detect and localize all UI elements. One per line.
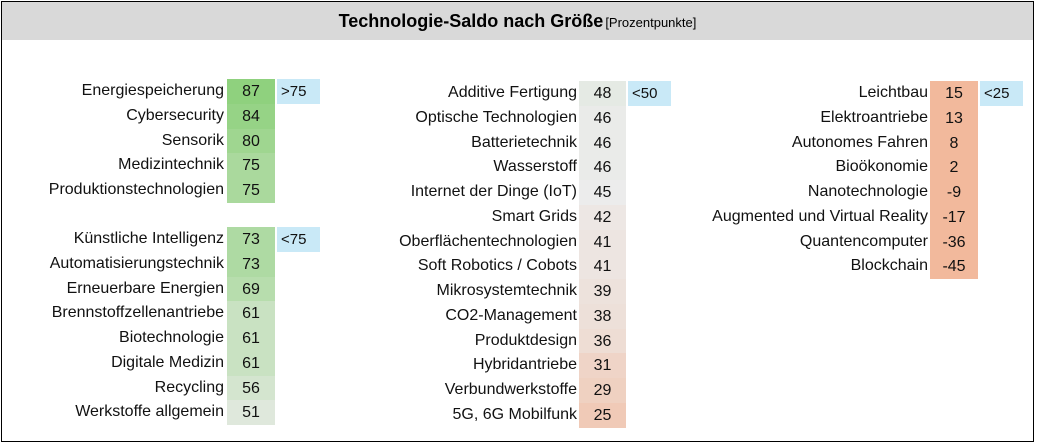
technology-label: Produktionstechnologien bbox=[48, 181, 224, 198]
technology-label: Mikrosystemtechnik bbox=[436, 282, 577, 299]
saldo-value-cell: 73 bbox=[227, 227, 275, 252]
saldo-value-cell: 46 bbox=[579, 155, 626, 181]
threshold-badge: <25 bbox=[980, 81, 1023, 106]
saldo-value-cell: 61 bbox=[227, 301, 275, 327]
chart-title: Technologie-Saldo nach Größe bbox=[338, 10, 604, 31]
technology-label: Bioökonomie bbox=[835, 158, 929, 176]
saldo-value-cell: 46 bbox=[579, 130, 626, 156]
saldo-value-cell: 84 bbox=[227, 103, 275, 129]
technology-label: Soft Robotics / Cobots bbox=[417, 257, 577, 275]
saldo-value-cell: 48 bbox=[579, 81, 626, 106]
technology-label: Verbundwerkstoffe bbox=[444, 381, 577, 398]
technology-label: Brennstoffzellenantriebe bbox=[51, 304, 224, 322]
technology-label: Smart Grids bbox=[491, 207, 577, 225]
technology-label: Automatisierungstechnik bbox=[49, 254, 224, 272]
technology-label: Produktdesign bbox=[474, 331, 577, 349]
technology-label: Recycling bbox=[154, 378, 224, 396]
technology-label: Biotechnologie bbox=[119, 329, 224, 346]
saldo-value-cell: 2 bbox=[930, 155, 978, 181]
saldo-value-cell: 51 bbox=[227, 400, 275, 426]
saldo-value-cell: 41 bbox=[579, 229, 626, 255]
saldo-value-cell: 13 bbox=[930, 105, 978, 131]
saldo-value-cell: 56 bbox=[227, 375, 275, 401]
technology-label: Optische Technologien bbox=[415, 108, 577, 126]
saldo-value-cell: 61 bbox=[227, 326, 275, 351]
technology-label: Augmented und Virtual Reality bbox=[712, 207, 928, 225]
technology-label: Sensorik bbox=[161, 131, 224, 149]
saldo-value-cell: 69 bbox=[227, 276, 275, 302]
technology-label: Autonomes Fahren bbox=[791, 133, 928, 151]
saldo-value-cell: -17 bbox=[930, 204, 978, 230]
technology-label: Hybridantriebe bbox=[472, 356, 577, 374]
technology-label: Künstliche Intelligenz bbox=[73, 230, 224, 247]
saldo-value-cell: 36 bbox=[579, 328, 626, 354]
saldo-value-cell: 31 bbox=[579, 353, 626, 379]
chart-header: Technologie-Saldo nach Größe [Prozentpun… bbox=[2, 2, 1033, 40]
threshold-badge: <75 bbox=[277, 227, 320, 252]
technology-label: Batterietechnik bbox=[471, 133, 577, 151]
saldo-value-cell: 75 bbox=[227, 178, 275, 203]
saldo-value-cell: 80 bbox=[227, 128, 275, 154]
technology-label: Internet der Dinge (IoT) bbox=[410, 183, 577, 200]
technology-label: Oberflächentechnologien bbox=[399, 232, 577, 250]
technology-label: Additive Fertigung bbox=[448, 84, 577, 101]
saldo-value-cell: 61 bbox=[227, 350, 275, 376]
saldo-value-cell: 38 bbox=[579, 303, 626, 329]
saldo-value-cell: 15 bbox=[930, 81, 978, 106]
technology-label: Blockchain bbox=[850, 257, 928, 275]
technology-label: Medizintechnik bbox=[118, 156, 224, 174]
threshold-badge: <50 bbox=[628, 81, 671, 106]
saldo-value-cell: 87 bbox=[227, 79, 275, 104]
technology-label: Erneuerbare Energien bbox=[66, 279, 224, 297]
technology-label: Nanotechnologie bbox=[807, 183, 928, 200]
saldo-value-cell: -45 bbox=[930, 254, 978, 280]
saldo-value-cell: 41 bbox=[579, 254, 626, 280]
technology-label: 5G, 6G Mobilfunk bbox=[452, 405, 578, 423]
threshold-badge: >75 bbox=[277, 79, 320, 104]
saldo-value-cell: 29 bbox=[579, 378, 626, 403]
saldo-value-cell: 73 bbox=[227, 251, 275, 277]
saldo-value-cell: 46 bbox=[579, 105, 626, 131]
technology-label: Elektroantriebe bbox=[820, 108, 928, 126]
saldo-value-cell: 42 bbox=[579, 204, 626, 230]
technology-label: Quantencomputer bbox=[799, 232, 928, 250]
saldo-value-cell: -36 bbox=[930, 229, 978, 255]
saldo-value-cell: 39 bbox=[579, 279, 626, 304]
saldo-value-cell: -9 bbox=[930, 180, 978, 205]
chart-unit: [Prozentpunkte] bbox=[605, 14, 697, 30]
technology-label: Digitale Medizin bbox=[111, 353, 224, 371]
saldo-value-cell: 75 bbox=[227, 153, 275, 179]
saldo-value-cell: 8 bbox=[930, 130, 978, 156]
technology-label: Leichtbau bbox=[858, 84, 928, 101]
technology-label: Wasserstoff bbox=[493, 158, 577, 176]
technology-label: Energiespeicherung bbox=[81, 82, 224, 99]
technology-label: Cybersecurity bbox=[126, 106, 224, 124]
saldo-value-cell: 25 bbox=[579, 402, 626, 428]
technology-label: CO2-Management bbox=[445, 306, 577, 324]
technology-label: Werkstoffe allgemein bbox=[75, 403, 224, 421]
saldo-value-cell: 45 bbox=[579, 180, 626, 205]
